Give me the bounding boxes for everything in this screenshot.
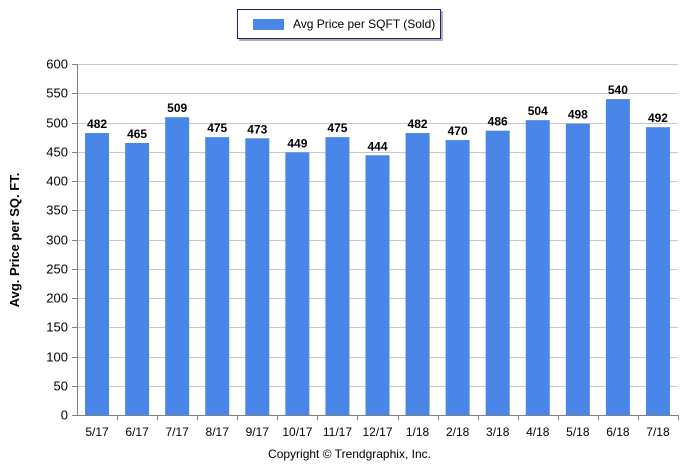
x-tick-label: 10/17 [282, 425, 312, 439]
axes: 0 50 100 150 200 250 300 350 400 450 500 550 600 5/17… [46, 57, 679, 439]
y-tick-label: 550 [46, 86, 68, 101]
legend-label: Avg Price per SQFT (Sold) [293, 17, 436, 31]
bar-10-17[interactable] [285, 152, 310, 415]
x-tick-label: 5/17 [85, 425, 109, 439]
y-tick-label: 400 [46, 174, 68, 189]
data-label: 540 [608, 83, 628, 97]
x-tick-label: 6/17 [125, 425, 149, 439]
bar-6-18[interactable] [605, 99, 630, 415]
data-label: 465 [127, 127, 147, 141]
x-tick-label: 2/18 [446, 425, 470, 439]
legend-swatch [253, 18, 284, 30]
bar-8-17[interactable] [205, 137, 230, 415]
bar-4-18[interactable] [525, 120, 550, 415]
bar-3-18[interactable] [485, 130, 510, 415]
bar-5-18[interactable] [565, 123, 590, 416]
copyright-text: Copyright © Trendgraphix, Inc. [268, 447, 431, 461]
data-labels: 482 465 509 475 473 449 475 444 482 470 486 504 498 5… [87, 83, 668, 153]
y-tick-label: 100 [46, 350, 68, 365]
bars [85, 99, 670, 416]
data-label: 486 [488, 115, 508, 129]
x-tick-label: 6/18 [606, 425, 630, 439]
x-tick-label: 9/17 [246, 425, 270, 439]
data-label: 498 [568, 108, 588, 122]
bar-7-18[interactable] [645, 127, 670, 416]
x-tick-label: 11/17 [323, 425, 352, 439]
x-tick-label: 7/18 [646, 425, 670, 439]
bar-11-17[interactable] [325, 137, 350, 415]
data-label: 444 [367, 139, 387, 153]
y-axis-title: Avg. Price per SQ. FT. [7, 172, 22, 308]
y-tick-label: 250 [46, 262, 68, 277]
data-label: 475 [207, 121, 227, 135]
data-label: 509 [167, 101, 187, 115]
y-tick-label: 300 [46, 233, 68, 248]
y-tick-label: 0 [61, 408, 68, 423]
bar-6-17[interactable] [125, 142, 150, 415]
bar-1-18[interactable] [405, 133, 430, 415]
y-tick-label: 600 [46, 57, 68, 72]
bar-5-17[interactable] [85, 133, 110, 415]
data-label: 492 [648, 111, 668, 125]
y-tick-label: 450 [46, 145, 68, 160]
bar-12-17[interactable] [365, 155, 390, 415]
x-tick-label: 12/17 [362, 425, 392, 439]
data-label: 473 [247, 122, 267, 136]
legend[interactable]: Avg Price per SQFT (Sold) [237, 9, 441, 39]
x-tick-label: 7/17 [165, 425, 189, 439]
y-tick-label: 150 [46, 320, 68, 335]
x-tick-label: 1/18 [406, 425, 430, 439]
data-label: 482 [408, 117, 428, 131]
x-tick-label: 5/18 [566, 425, 590, 439]
y-tick-label: 200 [46, 291, 68, 306]
x-tick-label: 3/18 [486, 425, 510, 439]
x-tick-label: 4/18 [526, 425, 550, 439]
data-label: 449 [287, 136, 307, 150]
data-label: 475 [327, 121, 347, 135]
x-tick-label: 8/17 [206, 425, 230, 439]
y-tick-label: 50 [54, 379, 68, 394]
y-tick-label: 350 [46, 203, 68, 218]
bar-9-17[interactable] [245, 138, 270, 416]
data-label: 470 [448, 124, 468, 138]
y-tick-label: 500 [46, 116, 68, 131]
data-label: 482 [87, 117, 107, 131]
bar-2-18[interactable] [445, 140, 470, 416]
data-label: 504 [528, 104, 548, 118]
bar-7-17[interactable] [165, 117, 190, 416]
